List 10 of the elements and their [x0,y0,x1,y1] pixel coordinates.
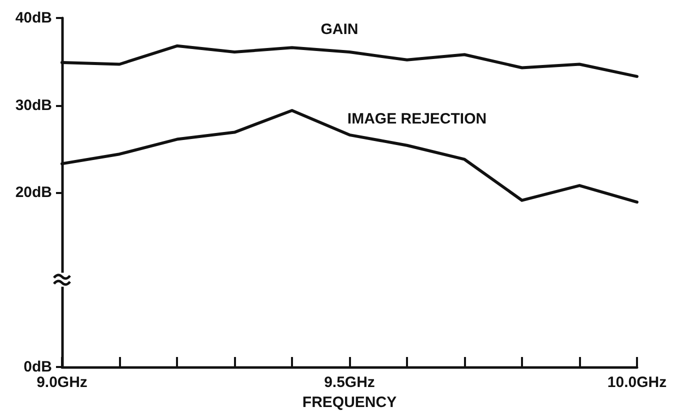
y-tick-label: 30dB [15,96,52,114]
x-tick-label: 9.0GHz [36,374,88,391]
y-tick-label: 40dB [15,10,52,26]
series-label: GAIN [320,21,358,38]
x-axis-title: FREQUENCY [302,394,397,411]
x-tick-label: 10.0GHz [607,374,667,391]
series-label: IMAGE REJECTION [347,110,487,128]
y-tick-label: 20dB [15,184,52,201]
x-tick-label: 9.5GHz [324,374,375,391]
y-tick-label: 0dB [24,358,52,376]
